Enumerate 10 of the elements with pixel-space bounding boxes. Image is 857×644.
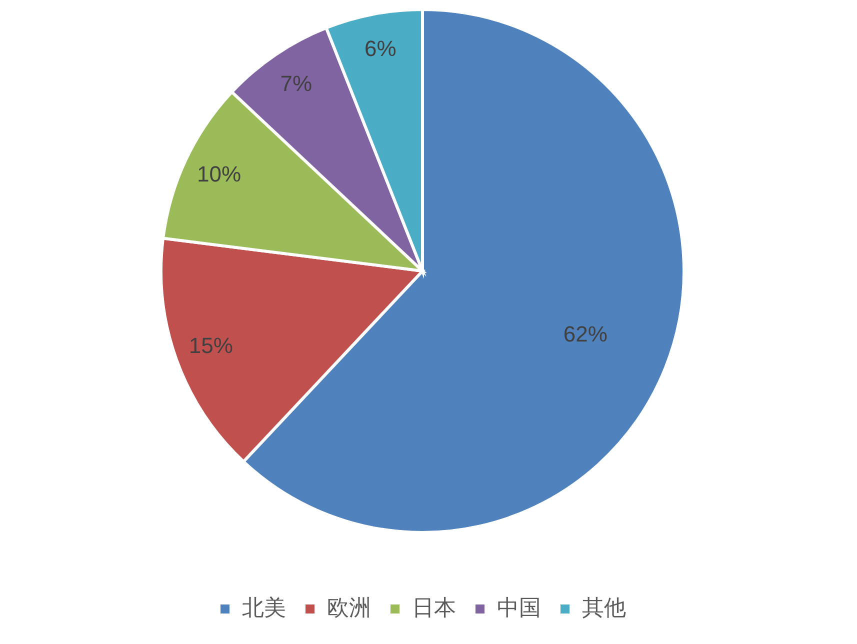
data-label: 62% (563, 322, 608, 347)
data-label: 6% (364, 36, 396, 62)
legend-label: 日本 (412, 595, 456, 620)
data-label: 7% (280, 71, 312, 96)
data-label: 10% (196, 161, 242, 186)
legend-label: 北美 (242, 595, 286, 620)
legend-label: 欧洲 (327, 595, 371, 620)
data-label: 15% (188, 333, 233, 358)
legend-label: 其他 (582, 595, 626, 620)
legend-label: 中国 (497, 595, 541, 620)
